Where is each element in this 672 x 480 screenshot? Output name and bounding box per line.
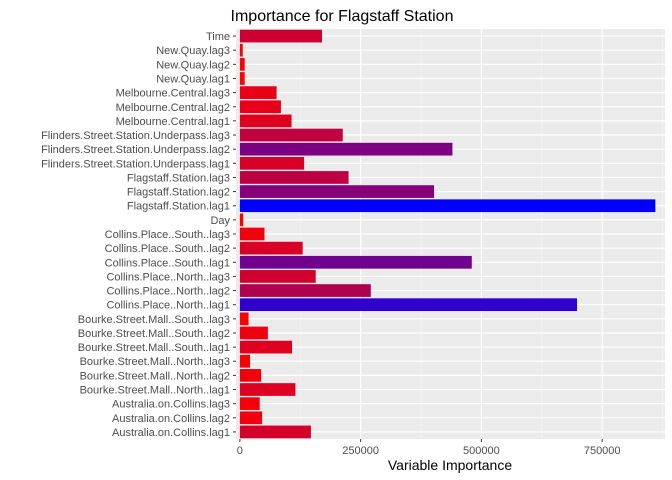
y-tick-label: New.Quay.lag3 xyxy=(156,45,230,57)
bar xyxy=(239,43,243,57)
y-tick-label: Collins.Place..South..lag3 xyxy=(105,229,230,241)
y-tick-label: Time xyxy=(206,31,230,43)
x-tick-label: 250000 xyxy=(342,445,379,457)
x-tick-label: 750000 xyxy=(584,445,621,457)
y-tick-label: Melbourne.Central.lag2 xyxy=(116,102,230,114)
bar xyxy=(239,270,316,283)
x-tick-label: 0 xyxy=(237,445,243,457)
bars xyxy=(239,29,656,439)
bar xyxy=(239,369,262,382)
y-tick-label: New.Quay.lag2 xyxy=(156,59,230,71)
y-tick-label: New.Quay.lag1 xyxy=(156,73,230,85)
bar xyxy=(239,284,371,297)
bar xyxy=(239,326,268,340)
y-tick-label: Melbourne.Central.lag3 xyxy=(116,88,230,100)
x-ticks: 0 250000 500000 750000 xyxy=(237,439,621,457)
bar xyxy=(239,354,251,368)
bar xyxy=(239,397,260,411)
bar xyxy=(239,128,343,142)
y-tick-label: Australia.on.Collins.lag3 xyxy=(112,399,230,411)
y-tick-label: Collins.Place..North..lag3 xyxy=(106,271,230,283)
y-tick-labels: Time New.Quay.lag3 New.Quay.lag2 New.Quay.l… xyxy=(41,31,236,439)
bar xyxy=(239,227,265,241)
bar xyxy=(239,241,303,255)
bar xyxy=(239,255,472,269)
y-tick-label: Collins.Place..South..lag1 xyxy=(105,257,230,269)
bar xyxy=(239,213,244,227)
bar xyxy=(239,340,293,354)
bar xyxy=(239,411,263,425)
bar xyxy=(239,298,578,312)
bar xyxy=(239,142,453,156)
bar xyxy=(239,57,245,71)
x-tick-label: 500000 xyxy=(463,445,500,457)
y-tick-label: Melbourne.Central.lag1 xyxy=(116,116,230,128)
y-tick-label: Flagstaff.Station.lag3 xyxy=(127,172,230,184)
bar xyxy=(239,312,249,326)
y-tick-label: Collins.Place..North..lag1 xyxy=(106,300,230,312)
bar xyxy=(239,100,281,114)
y-tick-label: Flinders.Street.Station.Underpass.lag3 xyxy=(41,130,230,142)
bar xyxy=(239,156,305,170)
y-tick-label: Collins.Place..North..lag2 xyxy=(106,286,230,298)
y-tick-label: Bourke.Street.Mall..South..lag3 xyxy=(78,314,230,326)
y-tick-label: Collins.Place..South..lag2 xyxy=(105,243,230,255)
bar xyxy=(239,185,435,198)
bar xyxy=(239,199,656,213)
bar xyxy=(239,29,322,43)
bar xyxy=(239,72,245,85)
chart-title: Importance for Flagstaff Station xyxy=(231,8,454,25)
x-axis-title: Variable Importance xyxy=(388,457,512,473)
bar xyxy=(239,425,311,439)
y-tick-label: Bourke.Street.Mall..South..lag1 xyxy=(78,342,230,354)
bar xyxy=(239,114,292,128)
y-tick-label: Bourke.Street.Mall..South..lag2 xyxy=(78,328,230,340)
y-tick-label: Bourke.Street.Mall..North..lag2 xyxy=(80,370,230,382)
bar xyxy=(239,383,296,396)
y-tick-label: Bourke.Street.Mall..North..lag3 xyxy=(80,356,230,368)
y-tick-label: Flagstaff.Station.lag2 xyxy=(127,187,230,199)
y-tick-label: Day xyxy=(210,215,230,227)
y-tick-label: Flinders.Street.Station.Underpass.lag1 xyxy=(41,158,230,170)
y-tick-label: Bourke.Street.Mall..North..lag1 xyxy=(80,385,230,397)
bar xyxy=(239,171,349,184)
y-tick-label: Australia.on.Collins.lag2 xyxy=(112,413,230,425)
y-tick-label: Flinders.Street.Station.Underpass.lag2 xyxy=(41,144,230,156)
y-tick-label: Australia.on.Collins.lag1 xyxy=(112,427,230,439)
bar xyxy=(239,86,277,99)
y-tick-label: Flagstaff.Station.lag1 xyxy=(127,201,230,213)
